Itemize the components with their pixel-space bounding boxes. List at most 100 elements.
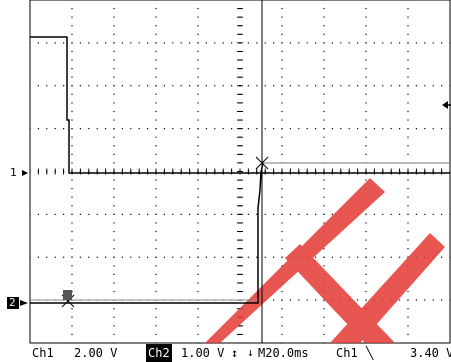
grid-dot [214,256,216,258]
grid-dot [113,179,115,181]
grid-dot [130,85,132,87]
grid-dot [113,153,115,155]
grid-dot [407,59,409,61]
grid-dot [273,299,275,301]
grid-dot [231,85,233,87]
grid-dot [382,256,384,258]
ch1-status-label[interactable]: Ch1 [32,346,54,360]
grid-dot [281,128,283,130]
grid-dot [189,213,191,215]
grid-dot [323,50,325,53]
grid-dot [281,93,283,95]
grid-dot [155,50,157,53]
grid-dot [113,205,115,207]
grid-dot [340,128,342,130]
grid-dot [180,128,182,130]
grid-dot [231,128,233,130]
ch2-ground-marker[interactable] [7,297,28,309]
grid-dot [407,33,409,35]
grid-dot [441,213,443,215]
grid-dot [29,256,31,258]
grid-dot [71,50,73,53]
grid-dot [306,299,308,301]
grid-dot [155,25,157,27]
grid-dot [71,256,73,258]
grid-dot [281,153,283,155]
grid-dot [197,153,199,155]
grid-dot [197,256,199,258]
grid-dot [197,42,199,44]
grid-dot [113,76,115,78]
trigger-source-readout[interactable]: Ch1 [336,346,358,360]
grid-dot [197,188,199,190]
grid-dot [315,42,317,44]
grid-dot [365,85,367,87]
grid-dot [365,42,367,44]
grid-dot [205,42,207,44]
timebase-readout[interactable]: M20.0ms [258,346,309,360]
grid-dot [415,128,417,130]
grid-dot [281,68,283,70]
ch1-scale-readout: 2.00 V [74,346,118,360]
grid-dot [365,239,367,241]
grid-dot [138,85,140,87]
grid-dot [197,248,199,250]
grid-dot [281,102,283,104]
grid-dot [155,179,157,181]
ch1-ground-marker[interactable] [22,170,28,176]
grid-dot [113,59,115,61]
grid-dot [113,213,115,215]
grid-dot [121,128,123,130]
grid-dot [113,316,115,318]
grid-dot [407,7,409,10]
grid-dot [71,282,73,284]
grid-dot [432,42,434,44]
trigger-level-arrow-icon[interactable] [442,101,451,109]
ch2-status-label[interactable]: Ch2 [146,344,172,362]
trigger-level-readout[interactable]: 3.40 V [410,346,451,360]
grid-dot [407,239,409,241]
grid-dot [407,136,409,138]
grid-dot [205,213,207,215]
grid-dot [71,205,73,207]
grid-dot [155,248,157,250]
grid-dot [323,222,325,224]
grid-dot [407,119,409,121]
grid-dot [256,128,258,130]
grid-dot [197,162,199,164]
grid-dot [231,256,233,258]
grid-dot [63,128,65,130]
grid-dot [298,42,300,44]
grid-dot [407,16,409,18]
grid-dot [365,299,367,301]
grid-dot [197,33,199,35]
grid-dot [340,42,342,44]
grid-dot [399,256,401,258]
grid-dot [197,50,199,53]
grid-dot [197,290,199,293]
grid-dot [365,136,367,138]
grid-dot [113,145,115,147]
grid-dot [281,76,283,78]
grid-dot [298,213,300,215]
grid-dot [222,128,224,130]
grid-dot [155,282,157,284]
grid-dot [281,25,283,27]
grid-dot [71,25,73,27]
grid-dot [113,50,115,53]
grid-dot [323,213,325,215]
grid-dot [323,76,325,78]
grid-dot [155,76,157,78]
grid-dot [79,256,81,258]
grid-dot [424,42,426,44]
grid-dot [71,196,73,198]
grid-dot [390,128,392,130]
grid-dot [155,265,157,267]
grid-dot [281,325,283,327]
grid-dot [29,42,31,44]
grid-dot [189,256,191,258]
grid-dot [407,153,409,155]
grid-dot [138,213,140,215]
grid-dot [323,342,325,344]
grid-dot [323,93,325,95]
